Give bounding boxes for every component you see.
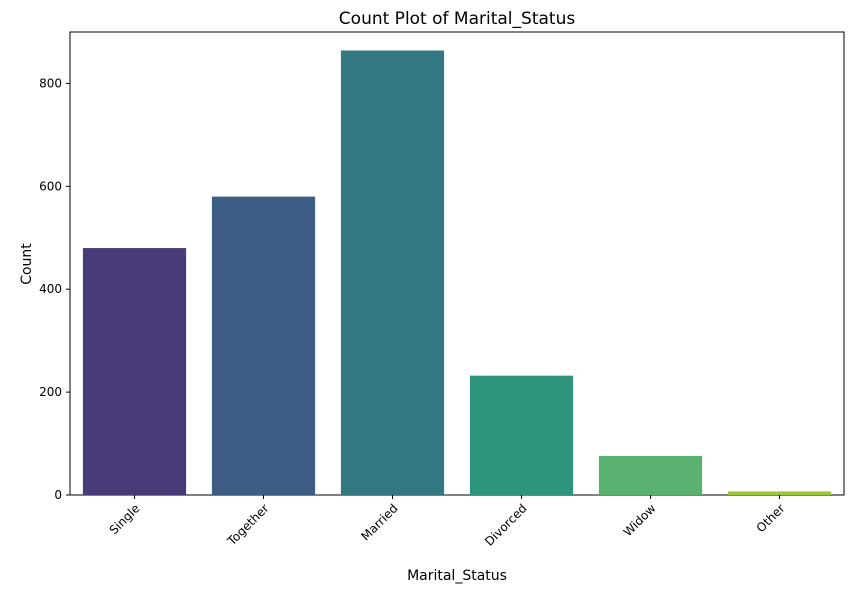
y-tick-label: 200: [39, 385, 62, 399]
x-tick-label: Together: [224, 501, 272, 549]
x-tick-label: Divorced: [482, 501, 530, 549]
bar-single: [82, 248, 187, 495]
x-tick-label: Married: [358, 501, 400, 543]
x-tick-label: Other: [754, 501, 788, 535]
bar-married: [340, 50, 445, 496]
y-axis-label: Count: [19, 243, 35, 285]
bar-other: [727, 491, 832, 495]
y-tick-label: 0: [54, 488, 62, 502]
x-tick-label: Widow: [621, 501, 659, 539]
y-tick-label: 400: [39, 282, 62, 296]
y-tick-label: 600: [39, 179, 62, 193]
bar-together: [211, 196, 316, 495]
x-tick-label: Single: [107, 501, 143, 537]
bar-widow: [598, 455, 703, 495]
bar-divorced: [469, 375, 574, 495]
y-axis-ticks: 0 200 400 600 800: [39, 76, 70, 502]
x-axis-label: Marital_Status: [407, 568, 507, 584]
x-axis-ticks: Single Together Married Divorced Widow Other: [107, 495, 788, 549]
y-tick-label: 800: [39, 76, 62, 90]
chart-title: Count Plot of Marital_Status: [339, 9, 576, 29]
plot-frame: [69, 31, 845, 496]
bars-group: [82, 50, 832, 496]
